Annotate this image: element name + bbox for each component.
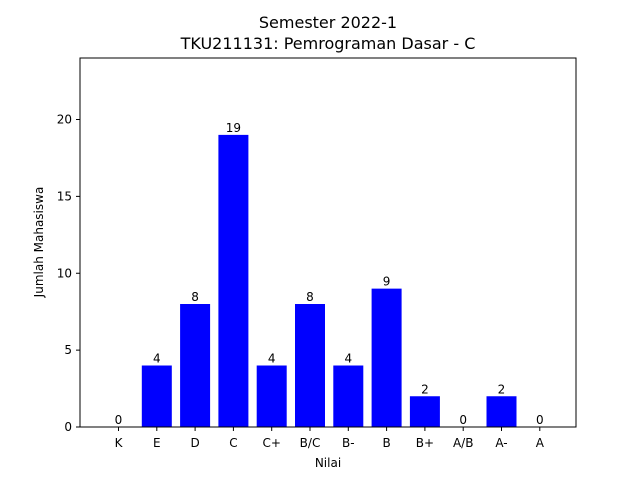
x-tick-label-D: D <box>190 436 199 450</box>
bar-E <box>141 365 172 427</box>
data-labels-group: 0 4 8 19 4 8 4 9 2 0 2 0 <box>115 121 544 427</box>
data-label-E: 4 <box>153 352 161 366</box>
data-label-B+: 2 <box>421 382 429 396</box>
y-axis-label: Jumlah Mahasiswa <box>32 187 46 299</box>
data-label-K: 0 <box>115 413 123 427</box>
y-axis-ticks: 0 5 10 15 20 <box>57 113 80 434</box>
x-tick-label-B/C: B/C <box>300 436 321 450</box>
data-label-C+: 4 <box>268 352 276 366</box>
x-tick-label-A-: A- <box>495 436 507 450</box>
bar-C+ <box>256 365 287 427</box>
bar-A- <box>486 396 517 427</box>
data-label-C: 19 <box>226 121 241 135</box>
x-tick-label-A/B: A/B <box>453 436 473 450</box>
bar-C <box>218 134 249 428</box>
y-tick-label-20: 20 <box>57 113 72 127</box>
bar-B <box>371 288 402 428</box>
data-label-A-: 2 <box>498 382 506 396</box>
x-axis-label: Nilai <box>315 456 341 470</box>
x-tick-label-B: B <box>382 436 390 450</box>
plot-area-frame <box>79 57 577 428</box>
y-tick-label-10: 10 <box>57 266 72 280</box>
x-tick-label-A: A <box>536 436 545 450</box>
x-tick-label-C: C <box>229 436 237 450</box>
data-label-D: 8 <box>191 290 199 304</box>
x-tick-label-B+: B+ <box>416 436 434 450</box>
x-tick-label-E: E <box>153 436 161 450</box>
x-tick-label-C+: C+ <box>262 436 280 450</box>
y-tick-label-5: 5 <box>64 343 72 357</box>
bar-D <box>180 304 211 427</box>
data-label-B: 9 <box>383 275 391 289</box>
bar-B+ <box>409 396 440 427</box>
x-axis-ticks: K E D C C+ B/C B- B B+ A/B A- A <box>115 427 545 450</box>
y-tick-label-0: 0 <box>64 420 72 434</box>
data-label-B/C: 8 <box>306 290 314 304</box>
y-tick-label-15: 15 <box>57 189 72 203</box>
data-label-A: 0 <box>536 413 544 427</box>
bar-B- <box>333 365 364 427</box>
x-tick-label-K: K <box>115 436 124 450</box>
data-label-B-: 4 <box>344 352 352 366</box>
chart-title: Semester 2022-1 <box>259 13 397 32</box>
chart-subtitle: TKU211131: Pemrograman Dasar - C <box>180 34 476 53</box>
bars-group <box>141 134 517 428</box>
data-label-A/B: 0 <box>459 413 467 427</box>
bar-B/C <box>295 304 325 427</box>
x-tick-label-B-: B- <box>342 436 355 450</box>
